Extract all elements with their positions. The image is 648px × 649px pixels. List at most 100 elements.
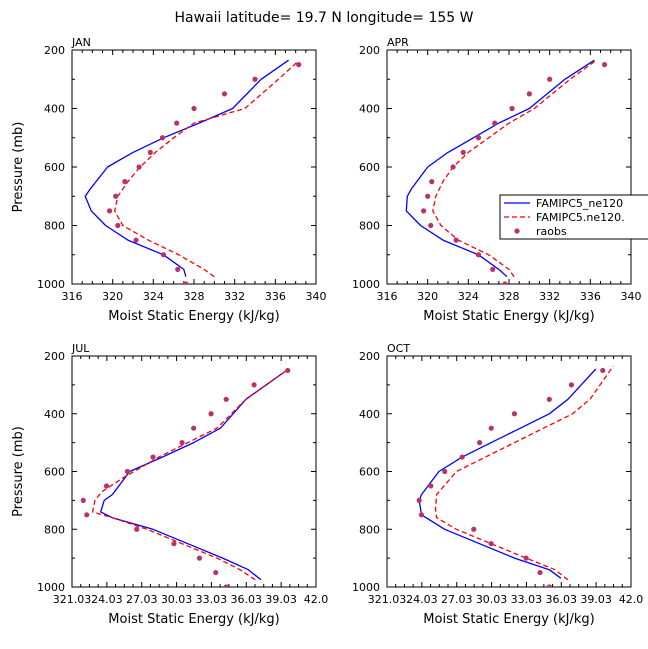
x-tick-label-jan: 340 bbox=[306, 290, 327, 303]
x-tick-label-oct: 27.03 bbox=[441, 593, 473, 606]
x-tick-label-jul: 33.03 bbox=[196, 593, 228, 606]
series-line-famipc5-ne120-oct bbox=[434, 365, 614, 581]
y-tick-label-apr: 200 bbox=[359, 44, 380, 57]
legend-label-famipc5-ne120: FAMIPC5.ne120. bbox=[536, 211, 625, 224]
series-line-famipc5-ne120-apr bbox=[405, 59, 595, 278]
y-tick-label-jan: 200 bbox=[44, 44, 65, 57]
data-point-raobs-jul bbox=[103, 483, 110, 489]
data-point-raobs-apr bbox=[425, 193, 431, 199]
y-tick-label-jan: 1000 bbox=[37, 278, 65, 291]
data-point-raobs-apr bbox=[509, 105, 515, 112]
x-tick-label-jul: 30.03 bbox=[161, 593, 193, 606]
x-tick-label-apr: 328 bbox=[499, 290, 520, 303]
data-point-raobs-jan bbox=[191, 105, 197, 112]
panels: JAN 316 320 324 328 332 336 340 200 400 600 800 1000… bbox=[11, 36, 643, 627]
data-point-raobs-apr bbox=[453, 237, 459, 243]
y-tick-label-oct: 200 bbox=[359, 350, 380, 363]
series-line-famipc5-ne120-jan bbox=[84, 59, 289, 277]
x-axis-title-apr: Moist Static Energy (kJ/kg) bbox=[423, 309, 594, 324]
data-point-raobs-oct bbox=[511, 411, 518, 417]
x-tick-label-jan: 328 bbox=[184, 290, 205, 303]
data-point-raobs-jan bbox=[221, 91, 228, 97]
y-tick-label-apr: 800 bbox=[359, 220, 380, 233]
y-tick-label-jan: 400 bbox=[44, 103, 65, 116]
x-tick-label-oct: 42.0 bbox=[619, 593, 644, 606]
x-tick-label-jul: 42.0 bbox=[304, 593, 329, 606]
y-tick-label-apr: 600 bbox=[359, 161, 380, 174]
x-tick-label-apr: 320 bbox=[417, 290, 438, 303]
data-point-raobs-jan bbox=[136, 164, 142, 170]
y-tick-label-oct: 400 bbox=[359, 408, 380, 421]
x-axis-title-jan: Moist Static Energy (kJ/kg) bbox=[108, 309, 279, 324]
x-tick-label-jan: 324 bbox=[143, 290, 164, 303]
data-point-raobs-jan bbox=[122, 179, 128, 185]
figure-title: Hawaii latitude= 19.7 N longitude= 155 W bbox=[175, 10, 474, 26]
data-point-raobs-jan bbox=[159, 135, 166, 141]
panel-label-jul: JUL bbox=[71, 342, 90, 355]
data-point-raobs-oct bbox=[428, 483, 434, 489]
x-tick-label-apr: 324 bbox=[458, 290, 479, 303]
panel-apr: APR 316 320 324 328 332 336 340 200 400 600 800 1000… bbox=[352, 36, 642, 324]
legend-marker-raobs bbox=[514, 228, 520, 234]
data-point-raobs-jan bbox=[160, 252, 167, 258]
data-point-raobs-jul bbox=[285, 367, 291, 374]
data-point-raobs-oct bbox=[600, 367, 606, 374]
data-point-raobs-jul bbox=[134, 526, 140, 532]
data-point-raobs-jul bbox=[208, 411, 214, 417]
data-point-raobs-apr bbox=[460, 149, 466, 155]
data-point-raobs-jan bbox=[133, 237, 139, 243]
data-point-raobs-jul bbox=[223, 396, 229, 402]
y-tick-label-jul: 400 bbox=[44, 408, 65, 421]
data-point-raobs-apr bbox=[429, 179, 435, 185]
y-tick-label-apr: 1000 bbox=[352, 278, 380, 291]
y-tick-label-jul: 1000 bbox=[37, 581, 65, 594]
data-point-raobs-oct bbox=[568, 382, 574, 388]
data-point-raobs-jan bbox=[107, 208, 113, 214]
x-tick-label-jul: 321.03 bbox=[53, 593, 92, 606]
plot-data-jan bbox=[84, 59, 302, 284]
data-point-raobs-apr bbox=[547, 76, 553, 82]
y-tick-label-oct: 1000 bbox=[352, 581, 380, 594]
y-tick-label-jul: 800 bbox=[44, 523, 65, 536]
x-tick-label-oct: 39.03 bbox=[580, 593, 612, 606]
data-point-raobs-apr bbox=[428, 222, 434, 229]
data-point-raobs-oct bbox=[471, 526, 477, 532]
data-point-raobs-oct bbox=[416, 497, 422, 503]
plot-frame-jul bbox=[71, 355, 317, 588]
x-axis-title-jul: Moist Static Energy (kJ/kg) bbox=[108, 612, 279, 627]
panel-jan: JAN 316 320 324 328 332 336 340 200 400 600 800 1000… bbox=[11, 36, 327, 324]
data-point-raobs-apr bbox=[490, 266, 496, 272]
data-point-raobs-jul bbox=[251, 382, 257, 388]
data-point-raobs-apr bbox=[475, 252, 482, 258]
data-point-raobs-jul bbox=[179, 440, 185, 446]
x-tick-label-jul: 24.03 bbox=[91, 593, 123, 606]
data-point-raobs-oct bbox=[546, 396, 552, 402]
data-point-raobs-apr bbox=[492, 120, 498, 126]
x-axis-title-oct: Moist Static Energy (kJ/kg) bbox=[423, 612, 594, 627]
data-point-raobs-apr bbox=[601, 62, 608, 68]
x-tick-label-apr: 316 bbox=[377, 290, 398, 303]
data-point-raobs-jul bbox=[150, 454, 156, 460]
data-point-raobs-jan bbox=[113, 193, 119, 199]
plot-frame-apr bbox=[386, 49, 632, 285]
x-tick-label-jan: 336 bbox=[265, 290, 286, 303]
x-tick-label-apr: 336 bbox=[580, 290, 601, 303]
plot-data-apr bbox=[405, 59, 608, 284]
y-tick-label-jan: 800 bbox=[44, 220, 65, 233]
plot-data-jul bbox=[80, 367, 291, 587]
panel-oct: OCT 321.03 24.03 27.03 30.03 33.03 36.03 39.03 4… bbox=[352, 342, 643, 627]
plot-data-oct bbox=[416, 365, 614, 587]
x-tick-label-oct: 36.03 bbox=[546, 593, 578, 606]
x-tick-label-jan: 316 bbox=[62, 290, 83, 303]
plot-frame-oct bbox=[386, 355, 632, 588]
y-tick-label-jan: 600 bbox=[44, 161, 65, 174]
data-point-raobs-jan bbox=[174, 120, 180, 126]
data-point-raobs-apr bbox=[526, 91, 532, 97]
legend-label-famipc5-ne120: FAMIPC5_ne120 bbox=[536, 197, 623, 210]
data-point-raobs-oct bbox=[488, 425, 494, 431]
x-tick-label-jul: 27.03 bbox=[126, 593, 158, 606]
data-point-raobs-oct bbox=[442, 468, 448, 475]
y-axis-title-jul: Pressure (mb) bbox=[11, 426, 26, 517]
